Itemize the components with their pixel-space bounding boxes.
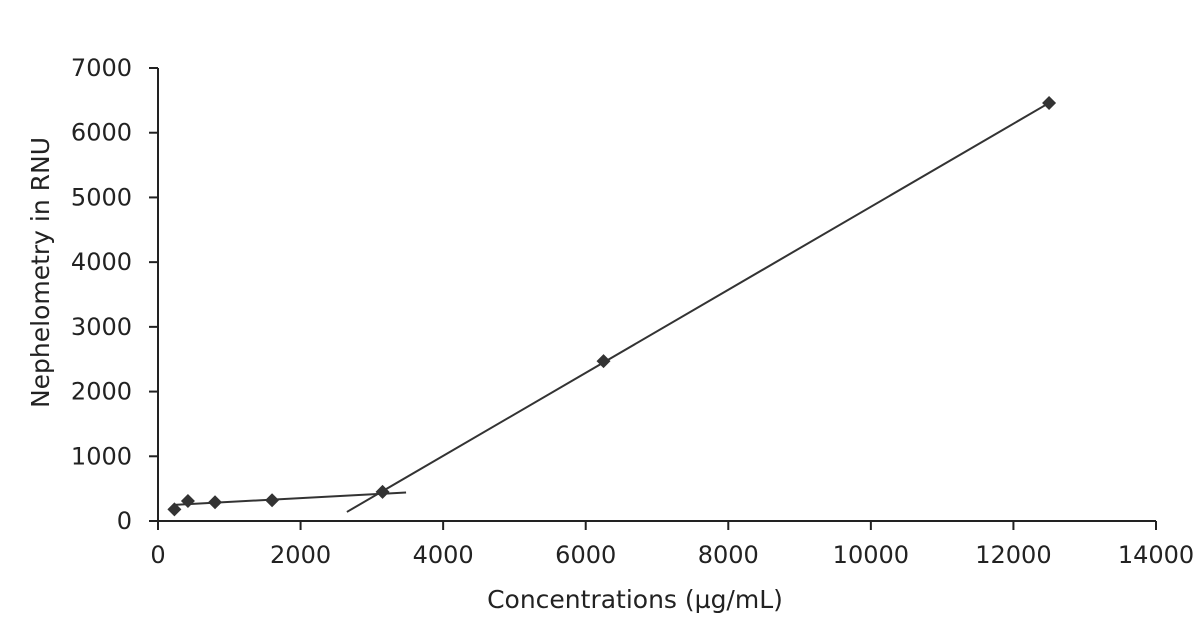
y-tick-label: 4000 bbox=[71, 248, 132, 276]
x-tick-label: 6000 bbox=[555, 541, 616, 569]
y-tick-label: 6000 bbox=[71, 119, 132, 147]
y-tick-label: 2000 bbox=[71, 378, 132, 406]
x-axis-ticks: 0 2000 4000 6000 8000 10000 12000 14000 bbox=[150, 521, 1194, 569]
y-tick-label: 5000 bbox=[71, 183, 132, 211]
y-tick-label: 0 bbox=[117, 507, 132, 535]
data-markers bbox=[167, 95, 1057, 517]
y-tick-label: 7000 bbox=[71, 54, 132, 82]
data-point bbox=[375, 484, 390, 499]
data-point bbox=[208, 495, 223, 510]
y-axis-ticks: 0 1000 2000 3000 4000 5000 6000 7000 bbox=[71, 54, 158, 535]
x-tick-label: 8000 bbox=[698, 541, 759, 569]
x-tick-label: 12000 bbox=[975, 541, 1051, 569]
data-point bbox=[596, 354, 611, 369]
x-axis-title: Concentrations (µg/mL) bbox=[487, 585, 783, 614]
x-tick-label: 10000 bbox=[833, 541, 909, 569]
x-tick-label: 0 bbox=[150, 541, 165, 569]
data-point bbox=[265, 493, 280, 508]
trendlines bbox=[174, 102, 1050, 513]
axes bbox=[157, 68, 1156, 522]
y-tick-label: 3000 bbox=[71, 313, 132, 341]
x-tick-label: 14000 bbox=[1118, 541, 1194, 569]
x-tick-label: 2000 bbox=[270, 541, 331, 569]
y-axis-title: Nephelometry in RNU bbox=[26, 137, 55, 408]
data-point bbox=[167, 502, 182, 517]
data-point bbox=[1042, 95, 1057, 110]
y-tick-label: 1000 bbox=[71, 442, 132, 470]
data-point bbox=[180, 493, 195, 508]
trendline-2 bbox=[346, 102, 1050, 513]
x-tick-label: 4000 bbox=[413, 541, 474, 569]
